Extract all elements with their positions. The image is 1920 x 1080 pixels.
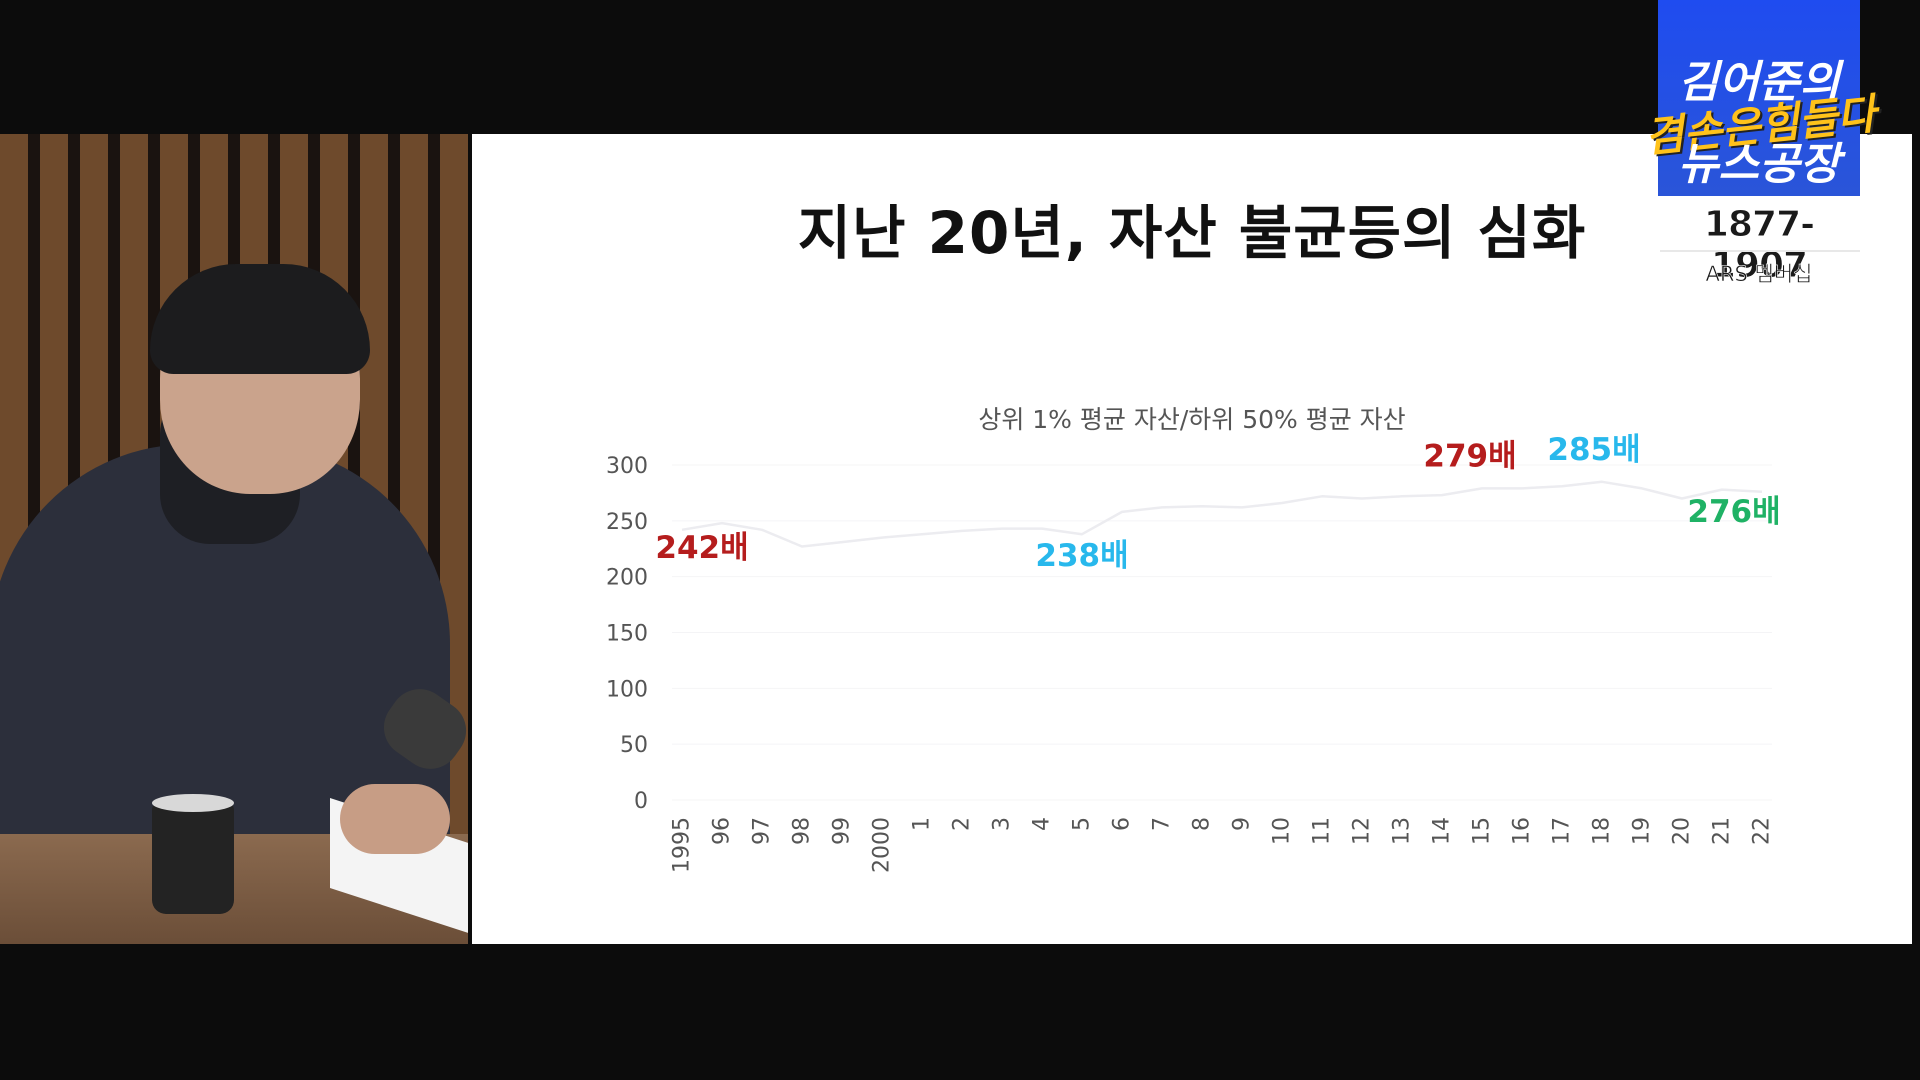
host-camera-panel: [0, 134, 468, 944]
x-tick-label: 22: [1750, 817, 1775, 845]
x-tick-label: 20: [1670, 817, 1695, 845]
x-tick-label: 17: [1550, 817, 1575, 845]
x-tick-label: 11: [1310, 817, 1335, 845]
data-label: 276배: [1687, 494, 1780, 530]
line-chart: 상위 1% 평균 자산/하위 50% 평균 자산 050100150200250…: [606, 405, 1781, 873]
y-tick-label: 250: [606, 510, 648, 535]
x-tick-label: 12: [1350, 817, 1375, 845]
x-tick-label: 97: [750, 817, 775, 845]
x-tick-label: 99: [830, 817, 855, 845]
x-tick-label: 10: [1270, 817, 1295, 845]
x-tick-label: 98: [790, 817, 815, 845]
x-tick-label: 15: [1470, 817, 1495, 845]
data-label: 238배: [1035, 538, 1128, 574]
data-label: 242배: [655, 530, 748, 566]
series-layer: [681, 480, 1763, 548]
host-hand: [340, 784, 450, 854]
x-tick-label: 8: [1190, 817, 1215, 831]
grid-lines: [672, 464, 1772, 801]
x-axis-ticks: 1995 96 97 98 99 2000 1 2 3 4 5 6 7 8 9 10 11 12 13 14 15 16 1…: [670, 817, 1775, 873]
x-tick-label: 3: [990, 817, 1015, 831]
logo-line1: 김어준의: [1678, 57, 1840, 108]
x-tick-label: 16: [1510, 817, 1535, 845]
y-tick-label: 50: [620, 733, 648, 758]
x-tick-label: 21: [1710, 817, 1735, 845]
chart-title: 상위 1% 평균 자산/하위 50% 평균 자산: [978, 405, 1405, 434]
y-tick-label: 0: [634, 789, 648, 814]
x-tick-label: 2000: [870, 817, 895, 873]
y-tick-label: 150: [606, 622, 648, 647]
show-logo: 김어준의 겸손은힘들다 뉴스공장: [1642, 0, 1878, 196]
x-tick-label: 2: [950, 817, 975, 831]
mug: [152, 802, 234, 914]
x-tick-label: 4: [1030, 817, 1055, 831]
y-tick-label: 100: [606, 677, 648, 702]
data-label: 285배: [1547, 432, 1640, 468]
x-tick-label: 6: [1110, 817, 1135, 831]
annotations: 242배 238배 279배 285배 276배: [655, 432, 1780, 574]
logo-line2: 뉴스공장: [1678, 139, 1840, 190]
data-label: 279배: [1423, 438, 1516, 474]
mug-rim: [152, 794, 234, 812]
x-tick-label: 13: [1390, 817, 1415, 845]
ars-membership-label: ARS 멤버십: [1705, 262, 1813, 287]
x-tick-label: 14: [1430, 817, 1455, 845]
slide-title: 지난 20년, 자산 불균등의 심화: [797, 199, 1587, 267]
series-line: [681, 480, 1763, 548]
ars-divider: [1660, 250, 1860, 252]
x-tick-label: 1: [910, 817, 935, 831]
x-tick-label: 5: [1070, 817, 1095, 831]
x-tick-label: 96: [710, 817, 735, 845]
y-tick-label: 300: [606, 454, 648, 479]
y-axis-ticks: 0 50 100 150 200 250 300: [606, 454, 648, 814]
x-tick-label: 9: [1230, 817, 1255, 831]
x-tick-label: 18: [1590, 817, 1615, 845]
x-tick-label: 19: [1630, 817, 1655, 845]
x-tick-label: 1995: [670, 817, 695, 873]
host-hair: [150, 264, 370, 374]
presentation-slide: 지난 20년, 자산 불균등의 심화 상위 1% 평균 자산/하위 50% 평균…: [472, 134, 1912, 944]
x-tick-label: 7: [1150, 817, 1175, 831]
y-tick-label: 200: [606, 566, 648, 591]
